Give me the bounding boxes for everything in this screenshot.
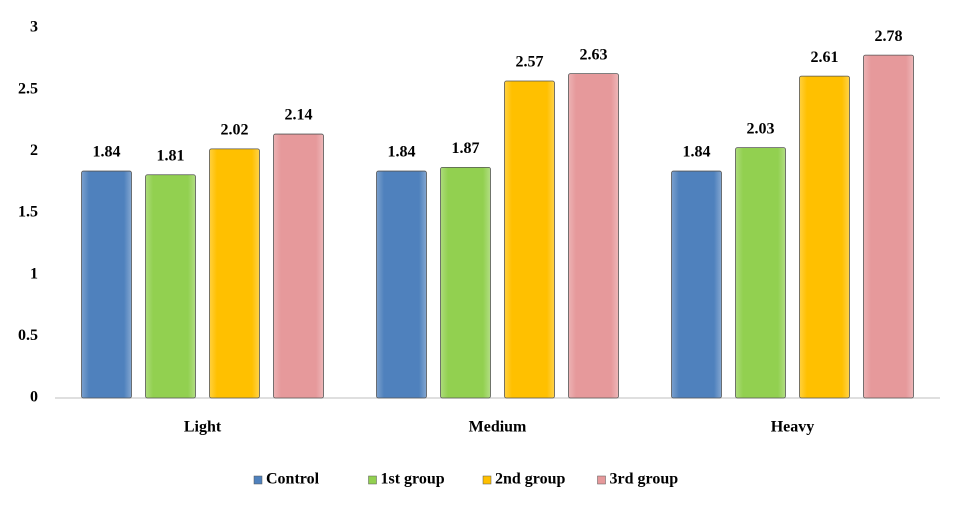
value-label: 1.84 <box>683 144 711 161</box>
legend-label: Control <box>266 471 320 488</box>
legend-label: 2nd group <box>495 471 566 488</box>
y-tick-label: 3 <box>30 19 38 36</box>
value-label: 1.84 <box>93 144 121 161</box>
legend-swatch <box>253 475 263 485</box>
x-tick-label: Heavy <box>771 419 815 436</box>
y-tick-label: 0.5 <box>18 327 38 344</box>
y-tick-label: 2 <box>30 142 38 159</box>
bar <box>376 170 427 399</box>
x-tick-label: Light <box>184 419 222 436</box>
value-label: 2.03 <box>747 120 775 137</box>
legend-label: 3rd group <box>610 471 679 488</box>
value-label: 1.84 <box>388 144 416 161</box>
value-label: 1.87 <box>452 140 480 157</box>
legend-swatch <box>368 475 377 485</box>
value-label: 2.61 <box>811 49 839 66</box>
bar <box>671 170 722 399</box>
bar <box>504 80 555 399</box>
legend-label: 1st group <box>381 471 445 488</box>
value-label: 2.14 <box>285 107 313 124</box>
x-tick-label: Medium <box>469 419 527 436</box>
legend-swatch <box>597 475 606 485</box>
bar <box>440 166 491 399</box>
y-tick-label: 1.5 <box>18 204 38 221</box>
bar <box>863 54 914 399</box>
bar <box>81 170 132 399</box>
value-label: 2.57 <box>516 54 544 71</box>
value-label: 1.81 <box>157 147 185 164</box>
bar <box>209 148 260 399</box>
y-tick-label: 1 <box>30 265 38 282</box>
y-tick-label: 2.5 <box>18 80 38 97</box>
bar <box>273 133 324 399</box>
legend-swatch <box>482 475 492 485</box>
value-label: 2.63 <box>580 46 608 63</box>
bar <box>799 75 850 399</box>
value-label: 2.02 <box>221 122 249 139</box>
bar <box>735 147 786 399</box>
value-label: 2.78 <box>875 28 903 45</box>
y-tick-label: 0 <box>30 389 38 406</box>
bar <box>568 73 619 399</box>
bar <box>145 174 196 399</box>
